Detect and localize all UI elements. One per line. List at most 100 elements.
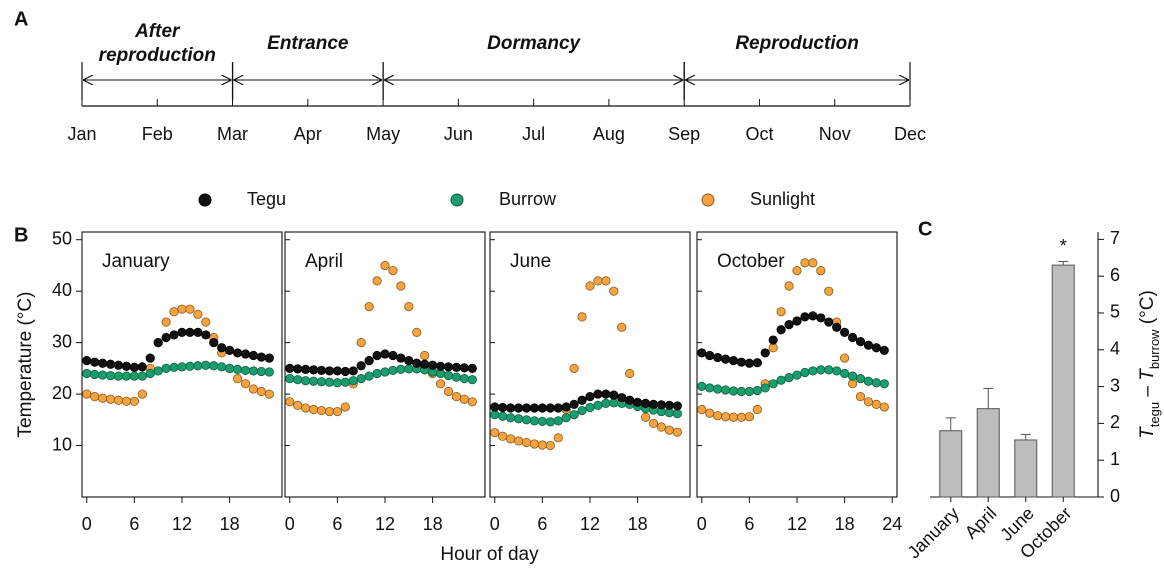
data-point [324, 377, 335, 387]
data-point [225, 363, 235, 373]
data-point [752, 358, 762, 368]
month-label: Jun [444, 124, 473, 144]
y-tick-label: 1 [1110, 449, 1120, 469]
data-point [316, 377, 327, 387]
data-point [672, 409, 682, 419]
data-point [193, 309, 203, 319]
bar [1051, 264, 1075, 498]
data-point [648, 418, 659, 429]
data-point [553, 403, 563, 413]
x-tick-label: 18 [423, 514, 443, 534]
data-point [529, 416, 540, 426]
data-point [768, 379, 778, 389]
data-point [301, 403, 311, 413]
x-tick-label: 0 [82, 514, 92, 534]
data-point [248, 366, 259, 376]
legend-label: Tegu [247, 189, 286, 209]
data-point [332, 406, 342, 417]
data-point [364, 302, 374, 312]
data-point [713, 411, 723, 421]
data-point [105, 359, 116, 369]
data-point [824, 365, 834, 375]
data-point [348, 376, 358, 386]
data-point [744, 358, 754, 368]
data-point [776, 375, 786, 385]
data-point [435, 361, 446, 371]
data-point [459, 374, 469, 384]
data-point [90, 357, 100, 367]
data-point [451, 372, 462, 382]
data-point [412, 327, 422, 337]
data-point [800, 312, 810, 322]
x-tick-label: January [904, 503, 963, 562]
data-point [185, 327, 195, 337]
data-point [585, 392, 595, 402]
data-point [744, 386, 754, 397]
data-point [121, 396, 132, 406]
data-point [506, 413, 516, 423]
data-point [388, 350, 398, 361]
panel-title: April [305, 251, 343, 272]
data-point [372, 368, 382, 379]
data-point [129, 362, 139, 372]
data-point [169, 307, 179, 317]
data-point [768, 335, 778, 345]
data-point [601, 276, 611, 286]
data-point [98, 393, 108, 403]
phase-label: Reproduction [735, 33, 859, 54]
bar [1014, 439, 1038, 498]
legend-marker [450, 193, 464, 207]
data-point [569, 410, 579, 420]
data-point [553, 416, 563, 426]
month-label: Jul [522, 124, 545, 144]
data-point [537, 440, 547, 450]
data-point [240, 349, 251, 359]
data-point [609, 286, 619, 296]
data-point [467, 363, 477, 373]
data-point [577, 395, 587, 405]
bar [976, 408, 1000, 498]
y-tick-label: 30 [52, 331, 72, 351]
data-point [316, 405, 327, 416]
data-point [264, 353, 274, 363]
data-point [324, 406, 335, 417]
data-point [816, 313, 826, 323]
data-point [705, 383, 715, 393]
data-point [601, 398, 611, 408]
data-point [121, 371, 132, 381]
x-tick-label: 0 [490, 514, 500, 534]
data-point [736, 357, 747, 367]
data-point [90, 369, 100, 380]
data-point [209, 361, 219, 371]
data-point [490, 428, 500, 438]
data-point [248, 350, 259, 361]
data-point [193, 327, 203, 337]
data-point [82, 389, 92, 399]
data-point [98, 358, 108, 368]
month-label: Mar [217, 124, 248, 144]
data-point [177, 304, 187, 314]
data-point [153, 338, 163, 348]
data-point [840, 327, 850, 337]
data-point [545, 440, 555, 451]
y-tick-label: 7 [1110, 228, 1120, 248]
data-point [285, 374, 295, 384]
data-point [506, 403, 516, 413]
phase-label: Entrance [267, 33, 349, 54]
month-label: Oct [745, 124, 773, 144]
month-label: Apr [294, 124, 322, 144]
data-point [529, 439, 540, 449]
data-point [728, 412, 739, 422]
y-axis-label-part: – [1137, 381, 1158, 402]
data-point [451, 362, 462, 372]
data-point [784, 281, 794, 291]
data-point [264, 389, 274, 399]
data-point [847, 379, 858, 389]
data-point [697, 348, 707, 358]
data-point [697, 404, 707, 415]
data-point [459, 394, 469, 404]
data-point [816, 365, 826, 375]
legend-marker [701, 193, 715, 207]
data-point [435, 379, 446, 389]
